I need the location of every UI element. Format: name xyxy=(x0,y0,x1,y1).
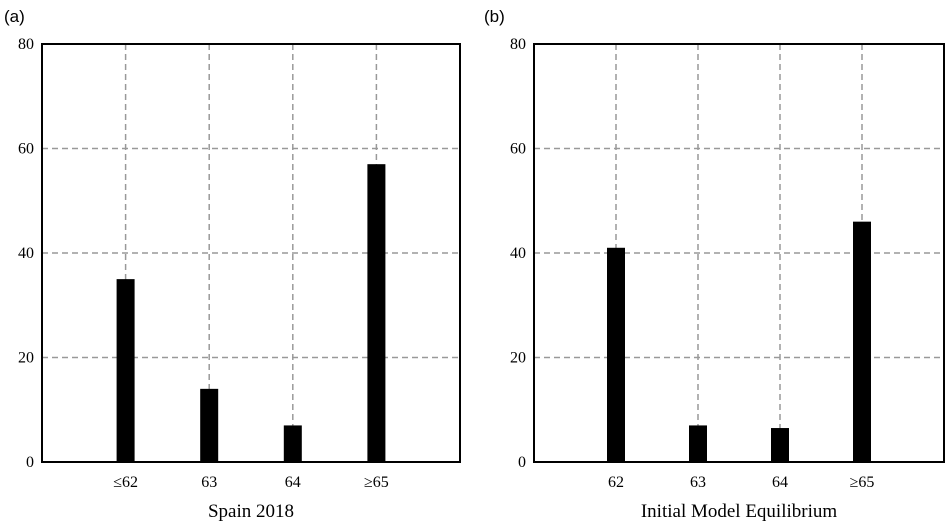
x-tick-label: 63 xyxy=(201,474,217,491)
y-tick-label: 40 xyxy=(510,245,526,262)
x-tick-label: ≥65 xyxy=(850,474,875,491)
y-tick-label: 60 xyxy=(510,141,526,158)
plot-frame xyxy=(41,43,461,463)
y-tick-label: 80 xyxy=(18,36,34,53)
x-axis-title: Spain 2018 xyxy=(208,501,294,522)
bar-2 xyxy=(283,425,302,462)
bar-1 xyxy=(689,425,707,462)
x-tick-label: ≥65 xyxy=(364,474,389,491)
panel-a: (a) 0 20 40 60 80 ≤62 63 64 ≥65 Spain 2018 xyxy=(4,7,461,522)
x-tick-label: ≤62 xyxy=(113,474,138,491)
y-tick-label: 80 xyxy=(510,36,526,53)
plot-frame xyxy=(533,43,945,463)
y-tick-label: 40 xyxy=(18,245,34,262)
bar-0 xyxy=(607,247,625,462)
bar-3 xyxy=(367,164,386,463)
bar-0 xyxy=(116,279,135,462)
bar-2 xyxy=(771,428,789,462)
x-tick-label: 64 xyxy=(772,474,788,491)
x-tick-label: 63 xyxy=(690,474,706,491)
y-tick-label: 0 xyxy=(518,454,526,471)
x-axis-title: Initial Model Equilibrium xyxy=(641,501,838,522)
y-tick-label: 20 xyxy=(510,350,526,367)
y-tick-label: 20 xyxy=(18,350,34,367)
bar-3 xyxy=(853,221,871,462)
y-tick-label: 60 xyxy=(18,141,34,158)
x-tick-label: 64 xyxy=(285,474,301,491)
bar-1 xyxy=(200,388,219,462)
panel-b: (b) 0 20 40 60 80 62 63 64 ≥65 Initial Model Equil… xyxy=(484,7,945,522)
panel-letter: (a) xyxy=(4,7,25,26)
x-tick-label: 62 xyxy=(608,474,624,491)
y-tick-label: 0 xyxy=(26,454,34,471)
panel-letter: (b) xyxy=(484,7,505,26)
